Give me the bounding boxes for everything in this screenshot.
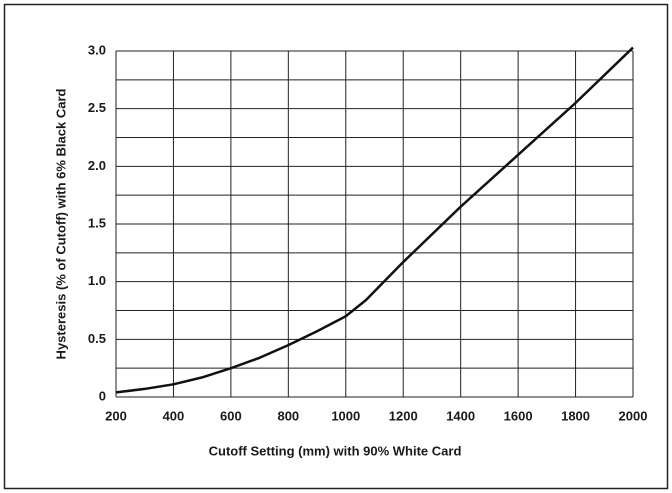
y-axis-label: Hysteresis (% of Cutoff) with 6% Black C… xyxy=(53,89,68,360)
x-tick-label: 1000 xyxy=(331,408,360,423)
x-tick-label: 600 xyxy=(220,408,242,423)
y-tick-label: 0.5 xyxy=(88,331,106,346)
y-tick-label: 3.0 xyxy=(88,42,106,57)
y-tick-label: 0 xyxy=(99,388,106,403)
x-axis-label: Cutoff Setting (mm) with 90% White Card xyxy=(209,443,462,458)
x-tick-label: 1800 xyxy=(561,408,590,423)
x-tick-label: 1600 xyxy=(504,408,533,423)
frame xyxy=(3,3,669,490)
y-tick-label: 1.5 xyxy=(88,215,106,230)
x-tick-label: 200 xyxy=(105,408,127,423)
x-tick-label: 1200 xyxy=(389,408,418,423)
y-tick-label: 2.5 xyxy=(88,100,106,115)
y-tick-label: 2.0 xyxy=(88,158,106,173)
x-tick-label: 400 xyxy=(163,408,185,423)
x-tick-label: 1400 xyxy=(446,408,475,423)
y-tick-label: 1.0 xyxy=(88,273,106,288)
x-tick-label: 800 xyxy=(277,408,299,423)
data-line xyxy=(115,46,634,394)
x-tick-label: 2000 xyxy=(619,408,648,423)
